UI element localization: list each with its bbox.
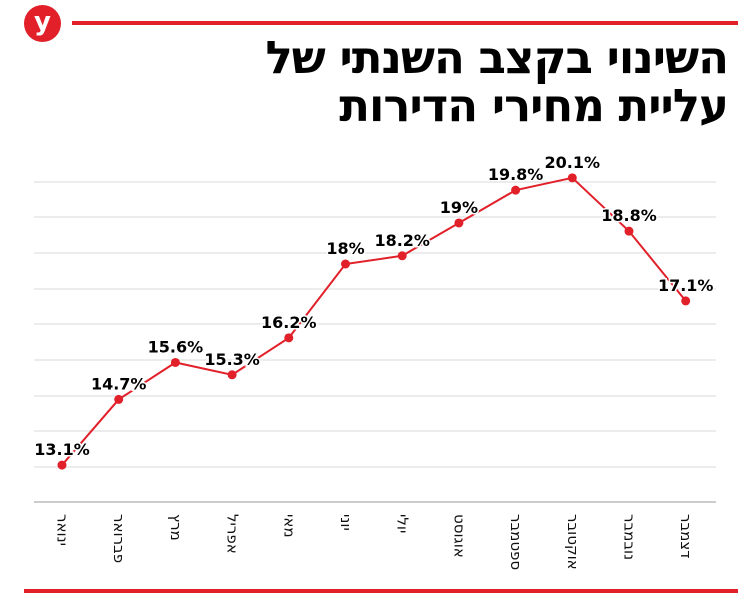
ynet-logo: y <box>24 5 61 42</box>
x-tick-label: אוקטובר <box>564 514 582 570</box>
data-point <box>57 460 67 470</box>
data-point <box>284 333 294 343</box>
x-axis-tick-labels: ינואר פברואר מרץ אפריל מאי יוני יולי אוגוסט ספטמ… <box>54 514 696 570</box>
data-points <box>57 173 691 470</box>
data-point <box>227 370 237 380</box>
bottom-divider <box>24 589 738 593</box>
data-label: 14.7% <box>91 374 147 393</box>
x-tick-label: דצמבר <box>677 514 695 558</box>
data-label: 15.3% <box>204 350 260 369</box>
grid-lines <box>34 181 716 503</box>
data-point <box>624 226 634 236</box>
data-label: 16.2% <box>261 313 317 332</box>
data-label: 18.2% <box>374 231 430 250</box>
x-tick-label: מרץ <box>167 514 185 541</box>
x-tick-label: מאי <box>280 514 298 538</box>
data-point <box>454 218 464 228</box>
data-point <box>681 296 691 306</box>
x-tick-label: אוגוסט <box>450 514 468 558</box>
data-label: 19% <box>440 198 478 217</box>
x-tick-label: יוני <box>337 514 355 531</box>
x-tick-label: פברואר <box>110 514 128 563</box>
x-tick-label: נובמבר <box>621 514 639 560</box>
data-point <box>170 357 180 367</box>
data-point <box>397 251 407 261</box>
data-point <box>511 185 521 195</box>
data-label: 15.6% <box>148 337 204 356</box>
x-tick-label: אפריל <box>224 514 242 554</box>
data-label: 17.1% <box>658 276 714 295</box>
series-line <box>61 176 687 466</box>
data-point <box>114 394 124 404</box>
data-label: 13.1% <box>34 440 90 459</box>
data-label: 20.1% <box>545 153 601 172</box>
data-label: 18% <box>326 239 364 258</box>
x-tick-label: ינואר <box>54 514 72 546</box>
data-labels: 13.1% 14.7%15.6%15.3%16.2% 18% 18.2% 19% 19.8… <box>33 151 715 460</box>
x-tick-label: יולי <box>394 514 412 533</box>
x-tick-label: ספטמבר <box>507 514 525 570</box>
data-point <box>341 259 350 269</box>
data-label: 19.8% <box>488 165 544 184</box>
data-label: 18.8% <box>601 206 657 225</box>
data-point <box>567 173 577 183</box>
chart-title: השינוי בקצב השנתי של עליית מחירי הדירות <box>265 31 729 132</box>
top-divider <box>72 21 738 25</box>
